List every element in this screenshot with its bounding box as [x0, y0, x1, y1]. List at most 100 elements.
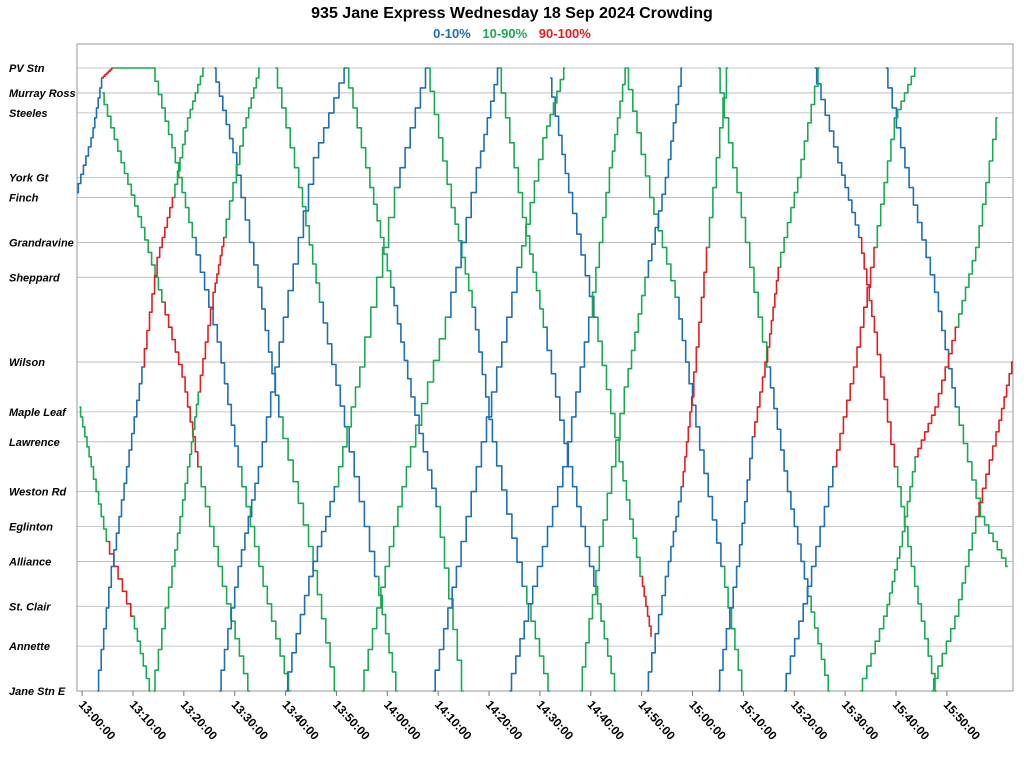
trip-segment [183, 376, 200, 468]
trip-segment [784, 585, 810, 692]
stop-label: Finch [9, 193, 39, 205]
trip-segment [158, 196, 174, 259]
x-tick-label: 15:20:00 [788, 698, 831, 743]
trip-segment [692, 246, 708, 398]
trip-segment [361, 186, 398, 368]
trip-segment [163, 301, 184, 378]
trip-segment [545, 326, 571, 468]
chart-legend: 0-10% 10-90% 90-100% [0, 26, 1024, 41]
trip-segment [173, 146, 194, 239]
trip-segment [885, 67, 912, 189]
trip-segment [372, 186, 393, 289]
trip-segment [768, 266, 779, 348]
stop-label: St. Clair [9, 601, 51, 613]
trip-segment [743, 216, 769, 368]
trip-segment [723, 565, 744, 692]
trip-segment [188, 67, 205, 119]
trip-segment [768, 366, 790, 493]
trip-segment [275, 67, 301, 189]
trip-segment [361, 565, 388, 692]
trip-segment [92, 77, 103, 139]
trip-segment [545, 67, 566, 139]
trip-segment [199, 465, 225, 588]
plot-frame [76, 43, 1014, 692]
trip-segment [244, 67, 261, 129]
stop-label: Jane Stn E [9, 686, 66, 698]
trip-segment [300, 186, 322, 303]
trip-segment [346, 67, 372, 189]
trip-segment [753, 346, 769, 438]
trip-segment [896, 67, 917, 119]
trip-segment [153, 565, 174, 692]
trip-segment [234, 151, 261, 289]
trip-segment [397, 67, 428, 189]
trip-segment [646, 575, 668, 692]
trip-segment [412, 396, 439, 508]
trip-segment [316, 67, 347, 159]
trip-segment [133, 615, 151, 692]
trip-segment [285, 575, 311, 692]
trip-segment [199, 291, 215, 393]
trip-segment [601, 386, 627, 548]
x-tick-label: 13:20:00 [178, 698, 221, 743]
trip-segment [626, 276, 647, 388]
x-tick-label: 14:10:00 [432, 698, 475, 743]
trip-segment [799, 67, 820, 179]
trip-segment [860, 615, 886, 692]
stop-label: Annette [8, 641, 50, 653]
stop-label: Lawrence [9, 437, 60, 449]
trip-segment [92, 465, 108, 543]
trip-segment [595, 316, 622, 463]
trip-segment [489, 266, 520, 418]
trip-segment [127, 366, 144, 468]
x-tick-label: 14:50:00 [635, 698, 678, 743]
trip-segment [224, 585, 250, 692]
x-tick-label: 13:00:00 [76, 698, 119, 743]
trip-lines [77, 67, 1013, 692]
trip-segment [550, 77, 571, 194]
x-tick-label: 14:20:00 [483, 698, 526, 743]
trip-segment [473, 306, 495, 443]
trip-segment [957, 406, 983, 518]
trip-segment [458, 416, 489, 568]
x-tick-label: 15:10:00 [737, 698, 780, 743]
trip-segment [153, 67, 174, 149]
trip-segment [494, 441, 525, 588]
trip-segment [667, 485, 683, 578]
x-tick-label: 14:00:00 [381, 698, 424, 743]
trip-segment [626, 67, 652, 199]
trip-segment [809, 595, 830, 692]
stop-label: Alliance [8, 556, 51, 568]
x-tick-label: 15:40:00 [890, 698, 933, 743]
trip-segment [448, 166, 479, 318]
trip-segment [677, 296, 698, 428]
trip-segment [789, 490, 810, 598]
stop-label: Steeles [9, 108, 48, 120]
x-tick-label: 13:30:00 [228, 698, 271, 743]
trip-segment [875, 331, 896, 468]
trip-segment [214, 236, 225, 294]
stop-label: Murray Ross [9, 88, 76, 100]
trip-segment [697, 426, 723, 568]
time-tick-labels: 13:00:00 13:10:00 13:20:00 13:30:00 13:40:00… [76, 691, 983, 743]
trip-segment [611, 67, 627, 169]
trip-segment [239, 465, 266, 588]
stop-label: York Gt [9, 173, 50, 185]
x-tick-label: 13:10:00 [127, 698, 170, 743]
trip-segment [570, 191, 596, 318]
trip-segment [265, 585, 291, 692]
trip-segment [79, 406, 93, 468]
trip-segment [336, 366, 362, 488]
x-tick-label: 13:50:00 [330, 698, 373, 743]
trip-segment [107, 540, 133, 617]
trip-segment [219, 341, 240, 468]
trip-segment [122, 161, 144, 229]
stop-labels: PV Stn Murray Ross Steeles York Gt Finch Gran… [8, 63, 76, 698]
stop-label: Wilson [9, 357, 45, 369]
trip-segment [478, 67, 500, 169]
trip-segment [499, 67, 525, 219]
legend-entry-mid: 10-90% [482, 26, 528, 41]
trip-segment [840, 161, 861, 239]
x-tick-label: 14:30:00 [534, 698, 577, 743]
